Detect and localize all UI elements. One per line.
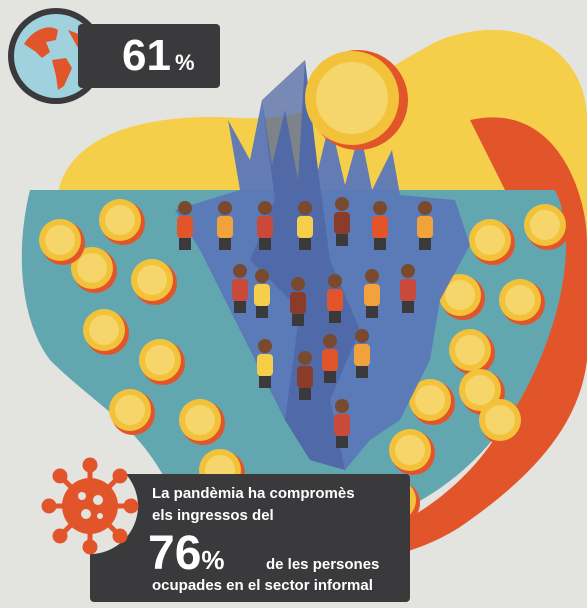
coin-icon [99, 199, 145, 245]
coin-icon [39, 219, 85, 265]
person-icon [297, 351, 313, 400]
coin-icon [83, 309, 129, 355]
coin-icon [409, 379, 455, 425]
bottom-stat-line1: La pandèmia ha compromès [152, 485, 355, 502]
person-icon [400, 264, 416, 313]
person-icon [217, 201, 233, 250]
bottom-stat-value: 76 [148, 527, 202, 580]
bottom-stat-line2: els ingressos del [152, 507, 274, 524]
person-icon [232, 264, 248, 313]
person-icon [177, 201, 193, 250]
coin-icon [479, 399, 525, 445]
bottom-stat-line4: ocupades en el sector informal [152, 577, 373, 594]
coin-icon [71, 247, 117, 293]
person-icon [417, 201, 433, 250]
coin-icon [449, 329, 495, 375]
person-icon [257, 201, 273, 250]
top-stat-value: 61 [122, 31, 171, 80]
coin-icon [305, 50, 408, 150]
person-icon [257, 339, 273, 388]
top-stat-box: 61% [78, 24, 220, 88]
coin-icon [179, 399, 225, 445]
bottom-stat-line3: de les persones [266, 556, 380, 573]
coin-icon [139, 339, 185, 385]
top-stat-unit: % [174, 50, 195, 75]
coin-icon [439, 274, 485, 320]
bottom-stat-unit: % [201, 545, 225, 575]
person-icon [322, 334, 338, 383]
person-icon [334, 197, 350, 246]
person-icon [334, 399, 350, 448]
coin-icon [131, 259, 177, 305]
person-icon [290, 277, 306, 326]
virus-icon [41, 457, 139, 555]
person-icon [364, 269, 380, 318]
person-icon [372, 201, 388, 250]
person-icon [297, 201, 313, 250]
person-icon [327, 274, 343, 323]
people-group [177, 197, 433, 448]
coin-icon [469, 219, 515, 265]
coin-icon [524, 204, 570, 250]
coin-field [39, 199, 570, 525]
coin-icon [389, 429, 435, 475]
person-icon [254, 269, 270, 318]
person-icon [354, 329, 370, 378]
bottom-stat-box: La pandèmia ha compromès els ingressos d… [90, 474, 410, 602]
top-stat-value-wrap: 61% [122, 30, 195, 89]
coin-icon [499, 279, 545, 325]
coin-icon [109, 389, 155, 435]
bottom-stat-value-wrap: 76% [148, 528, 225, 586]
